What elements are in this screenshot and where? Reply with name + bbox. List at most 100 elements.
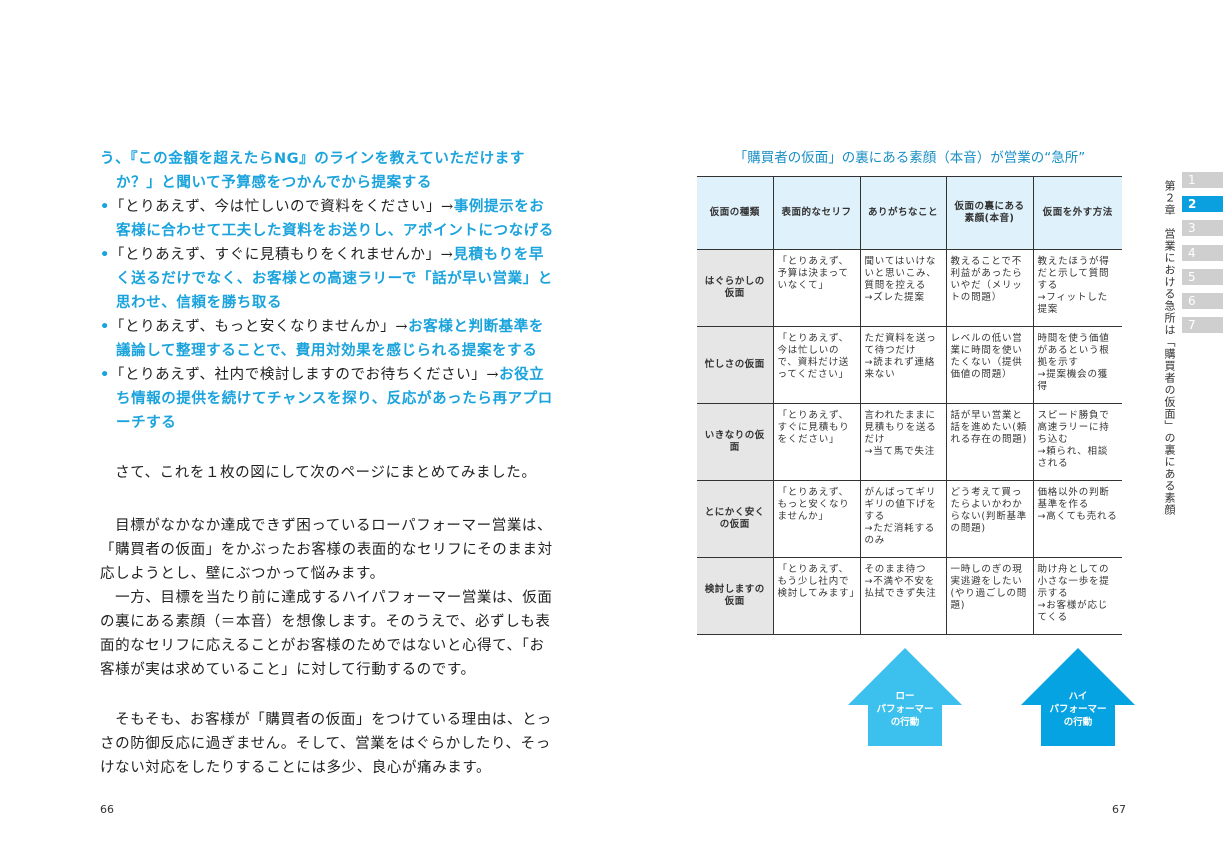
table-title: 「購買者の仮面」の裏にある素顔（本音）が営業の“急所”: [733, 150, 1086, 166]
body-text: さて、これを１枚の図にして次のページにまとめてみました。: [100, 465, 537, 481]
column-header: ありがちなこと: [859, 176, 947, 250]
text-line: 議論して整理することで、費用対効果を感じられる提案をする: [116, 339, 537, 360]
text-line: 「購買者の仮面」をかぶったお客様の表面的なセリフにそのまま対: [100, 538, 553, 559]
table-cell: 聞いてはいけないと思いこみ、質問を控える →ズレた提案: [859, 249, 947, 327]
body-text: 目標がなかなか達成できず困っているローパフォーマー営業は、: [100, 518, 553, 534]
table-cell: 「とりあえず、すぐに見積もりをください」: [772, 403, 861, 481]
text-line: の裏にある素顔（＝本音）を想像します。そのうえで、必ずしも表: [100, 610, 551, 631]
body-text: さの防御反応に過ぎません。そして、営業をはぐらかしたり、そっ: [100, 736, 551, 752]
table-cell: 時間を使う価値があるという根拠を示す →提案機会の獲得: [1032, 326, 1122, 404]
chapter-tab-5[interactable]: 5: [1182, 268, 1223, 285]
highlight-text: •: [100, 319, 110, 335]
text-line: •「とりあえず、社内で検討しますのでお待ちください」→お役立: [100, 363, 544, 384]
table-row: とにかく安くの仮面 「とりあえず、もっと安くなりませんか」 がんばってギリギリの値下…: [697, 480, 1122, 558]
highlight-text: か？」と聞いて予算感をつかんでから提案する: [116, 175, 432, 191]
table-cell: スピード勝負で高速ラリーに持ち込む →頼られ、相談される: [1032, 403, 1122, 481]
table-row: 検討しますの仮面 「とりあえず、もう少し社内で検討してみます」 そのまま待つ →不満…: [697, 557, 1122, 635]
chapter-tab-6[interactable]: 6: [1182, 293, 1223, 309]
table-cell: 教えたほうが得だと示して質問する →フィットした提案: [1032, 249, 1122, 327]
body-text: 一方、目標を当たり前に達成するハイパフォーマー営業は、仮面: [100, 590, 553, 606]
table-cell: そのまま待つ →不満や不安を払拭できず失注: [859, 557, 947, 635]
body-text: 「とりあえず、もっと安くなりませんか」→: [109, 319, 409, 335]
up-arrow-icon: ロー パフォーマー の行動: [848, 648, 962, 746]
text-line: 一方、目標を当たり前に達成するハイパフォーマー営業は、仮面: [100, 586, 552, 607]
mask-type-cell: 忙しさの仮面: [697, 326, 774, 404]
chapter-tab-4[interactable]: 4: [1182, 244, 1223, 261]
table-cell: 「とりあえず、もう少し社内で検討してみます」: [772, 557, 861, 635]
highlight-text: 客様に合わせて工夫した資料をお送りし、アポイントにつなげる: [116, 223, 554, 239]
mask-type-cell: 検討しますの仮面: [697, 557, 774, 635]
body-text: 「とりあえず、社内で検討しますのでお待ちください」→: [109, 367, 500, 383]
body-text: の裏にある素顔（＝本音）を想像します。そのうえで、必ずしも表: [100, 614, 551, 630]
column-header: 表面的なセリフ: [772, 176, 861, 250]
body-text: けない対応をしたりすることには多少、良心が痛みます。: [100, 760, 492, 776]
body-text: 「購買者の仮面」をかぶったお客様の表面的なセリフにそのまま対: [100, 542, 553, 558]
page-number-left: 66: [100, 803, 114, 816]
table-row: はぐらかしの仮面 「とりあえず、予算は決まっていなくて」 聞いてはいけないと思いこみ…: [697, 249, 1122, 327]
highlight-text: ーチする: [116, 415, 177, 431]
body-text: 客様が実は求めていること」に対して行動するのです。: [100, 662, 476, 678]
chapter-tab-7[interactable]: 7: [1182, 317, 1223, 334]
text-line: 客様が実は求めていること」に対して行動するのです。: [100, 658, 476, 679]
table-row: いきなりの仮面 「とりあえず、すぐに見積もりをください」 言われたままに見積もりを送…: [697, 403, 1122, 481]
text-line: 思わせ、信頼を勝ち取る: [116, 291, 282, 312]
text-line: •「とりあえず、今は忙しいので資料をください」→事例提示をお: [100, 195, 544, 216]
text-line: ーチする: [116, 411, 176, 432]
table-cell: 「とりあえず、予算は決まっていなくて」: [772, 249, 861, 327]
highlight-text: お客様と判断基準を: [408, 319, 544, 335]
body-text: そもそも、お客様が「購買者の仮面」をつけている理由は、とっ: [100, 712, 552, 728]
table-cell: 助け舟としての小さな一歩を提示する →お客様が応じてくる: [1032, 557, 1122, 635]
text-line: 面的なセリフに応えることがお客様のためではないと心得て、「お: [100, 634, 545, 655]
chapter-tab-1[interactable]: 1: [1182, 172, 1223, 188]
text-line: 客様に合わせて工夫した資料をお送りし、アポイントにつなげる: [116, 219, 554, 240]
highlight-text: く送るだけでなく、お客様との高速ラリーで「話が早い営業」と: [116, 271, 553, 287]
mask-table: 仮面の種類 表面的なセリフ ありがちなこと 仮面の裏にある素顔(本音) 仮面を外す方法 …: [697, 176, 1122, 635]
highlight-text: 見積もりを早: [453, 247, 544, 263]
table-cell: 教えることで不利益があったらいやだ（メリットの問題）: [945, 249, 1034, 327]
page-number-right: 67: [1112, 803, 1126, 816]
column-header: 仮面の種類: [697, 176, 774, 250]
column-header: 仮面の裏にある素顔(本音): [945, 176, 1034, 250]
up-arrow-icon: ハイ パフォーマー の行動: [1021, 648, 1135, 746]
text-line: く送るだけでなく、お客様との高速ラリーで「話が早い営業」と: [116, 267, 553, 288]
body-text: 面的なセリフに応えることがお客様のためではないと心得て、「お: [100, 638, 545, 654]
text-line: 応しようとし、壁にぶつかって悩みます。: [100, 562, 385, 583]
header-row: 仮面の種類 表面的なセリフ ありがちなこと 仮面の裏にある素顔(本音) 仮面を外す方法: [697, 176, 1122, 250]
mask-type-cell: はぐらかしの仮面: [697, 249, 774, 327]
text-line: さの防御反応に過ぎません。そして、営業をはぐらかしたり、そっ: [100, 732, 551, 753]
table-cell: 言われたままに見積もりを送るだけ →当て馬で失注: [859, 403, 947, 481]
text-line: •「とりあえず、もっと安くなりませんか」→お客様と判断基準を: [100, 315, 544, 336]
highlight-text: •: [100, 367, 110, 383]
table-cell: 一時しのぎの現実逃避をしたい(やり過ごしの問題): [945, 557, 1034, 635]
table-cell: 「とりあえず、もっと安くなりませんか」: [772, 480, 861, 558]
table-cell: どう考えて買ったらよいかわからない(判断基準の問題): [945, 480, 1034, 558]
highlight-text: お役立: [499, 367, 545, 383]
text-line: う、『この金額を超えたらNG』のラインを教えていただけます: [100, 147, 525, 168]
body-text: 応しようとし、壁にぶつかって悩みます。: [100, 566, 385, 582]
chapter-label: 第２章 営業における急所は「購買者の仮面」の裏にある素顔: [1163, 180, 1176, 516]
table-cell: レベルの低い営業に時間を使いたくない（提供価値の問題）: [945, 326, 1034, 404]
chapter-tab-3[interactable]: 3: [1182, 220, 1223, 237]
table-cell: がんばってギリギリの値下げをする →ただ消耗するのみ: [859, 480, 947, 558]
column-header: 仮面を外す方法: [1032, 176, 1122, 250]
chapter-tab-2[interactable]: 2: [1182, 196, 1223, 213]
table-cell: 話が早い営業と話を進めたい(頼れる存在の問題): [945, 403, 1034, 481]
highlight-text: ち情報の提供を続けてチャンスを探り、反応があったら再アプロ: [116, 391, 553, 407]
highlight-text: 思わせ、信頼を勝ち取る: [116, 295, 283, 311]
highlight-text: •: [100, 199, 110, 215]
highlight-text: う、『この金額を超えたらNG』のラインを教えていただけます: [100, 151, 525, 167]
text-line: か？」と聞いて予算感をつかんでから提案する: [116, 171, 432, 192]
body-text: 「とりあえず、今は忙しいので資料をください」→: [109, 199, 454, 215]
mask-type-cell: とにかく安くの仮面: [697, 480, 774, 558]
highlight-text: •: [100, 247, 110, 263]
table-cell: ただ資料を送って待つだけ →読まれず連絡来ない: [859, 326, 947, 404]
text-line: •「とりあえず、すぐに見積もりをくれませんか」→見積もりを早: [100, 243, 544, 264]
mask-type-cell: いきなりの仮面: [697, 403, 774, 481]
text-line: 目標がなかなか達成できず困っているローパフォーマー営業は、: [100, 514, 552, 535]
highlight-text: 議論して整理することで、費用対効果を感じられる提案をする: [116, 343, 538, 359]
highlight-text: 事例提示をお: [453, 199, 545, 215]
table-row: 忙しさの仮面 「とりあえず、今は忙しいので、資料だけ送ってください」 ただ資料を送っ…: [697, 326, 1122, 404]
text-line: ち情報の提供を続けてチャンスを探り、反応があったら再アプロ: [116, 387, 553, 408]
text-line: さて、これを１枚の図にして次のページにまとめてみました。: [100, 461, 536, 482]
